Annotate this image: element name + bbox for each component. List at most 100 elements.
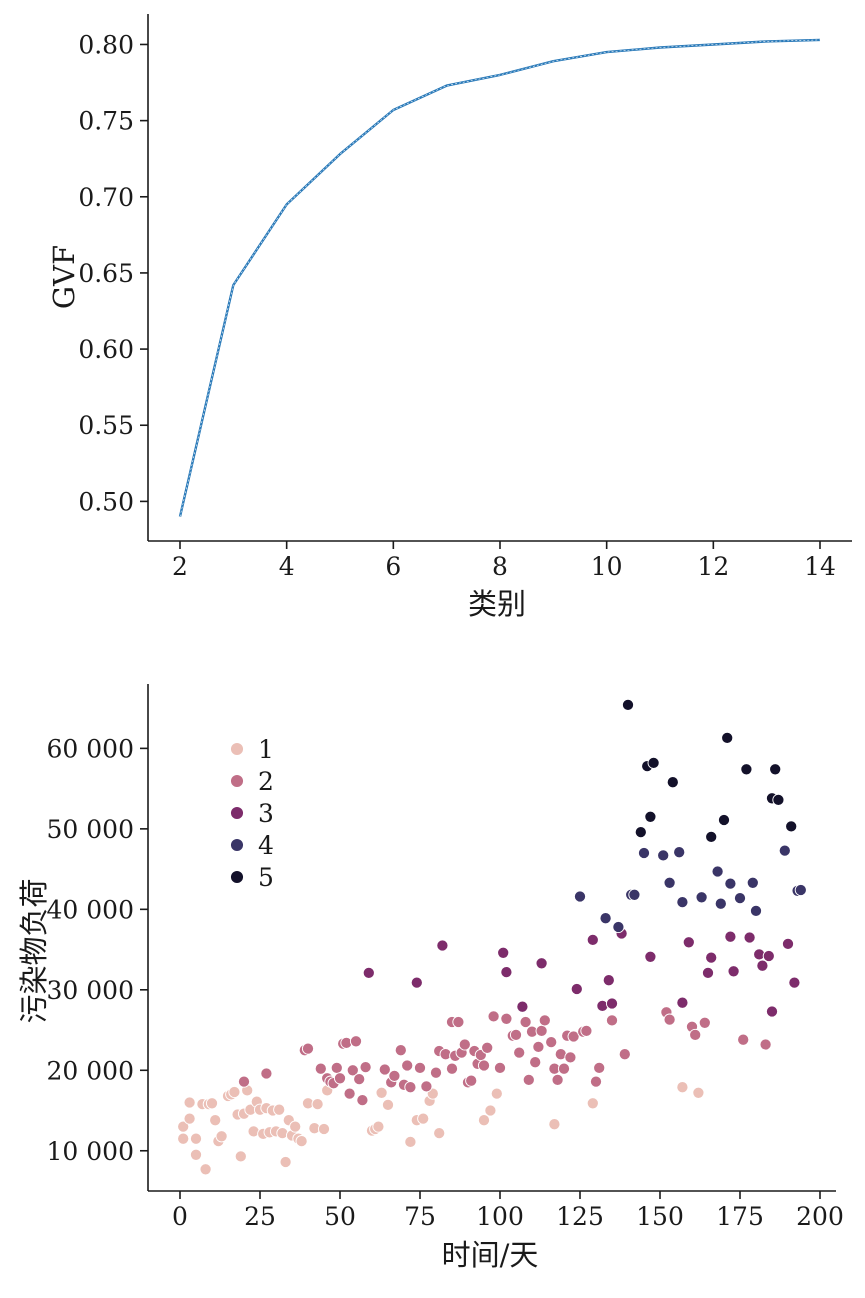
- legend-marker-2: [230, 774, 244, 788]
- scatter-point-class-2: [260, 1067, 273, 1080]
- scatter-point-class-2: [429, 1066, 443, 1079]
- scatter-point-class-1: [381, 1098, 395, 1111]
- chart1-x-ticks: 2 4 6 8 10 12 14: [172, 541, 836, 581]
- scatter-point-class-1: [692, 1086, 705, 1099]
- chart2-x-axis-label: 时间/天: [442, 1238, 539, 1272]
- scatter-point-class-3: [705, 951, 718, 964]
- chart1-y-tick-label: 0.60: [78, 335, 134, 364]
- chart2-y-tick-label: 50 000: [47, 815, 134, 844]
- scatter-point-class-2: [445, 1062, 459, 1075]
- chart1-y-tick-label: 0.55: [78, 411, 134, 440]
- scatter-point-class-4: [746, 876, 759, 889]
- scatter-point-class-4: [724, 877, 737, 890]
- scatter-point-class-2: [333, 1072, 347, 1085]
- scatter-point-class-2: [353, 1073, 366, 1086]
- scatter-point-class-2: [349, 1035, 363, 1048]
- scatter-point-class-4: [599, 912, 612, 925]
- scatter-point-class-3: [362, 966, 375, 979]
- scatter-point-class-4: [733, 892, 747, 905]
- scatter-point-class-2: [513, 1046, 526, 1059]
- chart1-x-tick-label: 2: [172, 552, 188, 581]
- scatter-point-class-3: [570, 982, 583, 996]
- scatter-point-class-3: [644, 950, 657, 963]
- scatter-point-class-3: [756, 959, 769, 972]
- chart1-x-tick-label: 6: [385, 552, 401, 581]
- scatter-point-class-3: [765, 1005, 779, 1018]
- scatter-point-class-3: [586, 933, 599, 946]
- scatter-point-class-5: [644, 810, 657, 823]
- chart1-y-axis-label: GVF: [47, 245, 81, 309]
- scatter-point-class-2: [618, 1048, 631, 1061]
- scatter-point-class-3: [676, 996, 689, 1009]
- scatter-point-class-1: [209, 1114, 222, 1127]
- scatter-point-class-4: [573, 890, 587, 903]
- scatter-point-class-3: [743, 931, 756, 944]
- scatter-point-class-2: [538, 1014, 551, 1027]
- scatter-point-class-1: [183, 1112, 196, 1125]
- scatter-point-class-2: [314, 1062, 327, 1075]
- legend-label-1: 1: [258, 735, 274, 764]
- scatter-point-class-3: [516, 1000, 529, 1013]
- scatter-point-class-1: [295, 1135, 308, 1148]
- chart2-x-ticks: 0 25 50 75 100 125 150 175 200: [172, 1191, 844, 1231]
- scatter-point-class-1: [215, 1130, 228, 1143]
- chart1-y-tick-label: 0.70: [78, 183, 134, 212]
- legend-label-4: 4: [258, 831, 274, 860]
- scatter-point-class-3: [781, 937, 795, 950]
- scatter-point-class-2: [477, 1059, 491, 1072]
- scatter-point-class-2: [330, 1061, 343, 1074]
- scatter-point-class-4: [676, 896, 689, 909]
- chart1-x-tick-label: 8: [492, 552, 508, 581]
- scatter-point-class-2: [404, 1081, 417, 1094]
- chart1-y-tick-label: 0.65: [78, 259, 134, 288]
- scatter-point-class-5: [772, 793, 785, 806]
- scatter-point-class-3: [497, 946, 510, 959]
- scatter-point-class-1: [372, 1120, 385, 1133]
- scatter-point-class-1: [177, 1132, 190, 1145]
- legend-marker-4: [230, 838, 244, 852]
- scatter-point-class-2: [564, 1051, 577, 1064]
- scatter-point-class-4: [714, 897, 727, 910]
- chart2-y-ticks: 10 000 20 000 30 000 40 000 50 000 60 000: [47, 734, 148, 1166]
- legend-label-5: 5: [258, 863, 274, 892]
- scatter-point-class-4: [695, 891, 708, 904]
- scatter-point-class-1: [417, 1112, 430, 1125]
- scatter-point-class-2: [359, 1061, 372, 1074]
- legend-marker-1: [230, 742, 244, 756]
- chart2-x-tick-label: 0: [172, 1202, 188, 1231]
- scatter-point-class-1: [548, 1118, 561, 1131]
- scatter-point-class-3: [602, 974, 615, 987]
- scatter-point-class-1: [279, 1155, 292, 1169]
- scatter-point-class-3: [682, 936, 695, 949]
- scatter-point-class-5: [769, 763, 782, 776]
- scatter-point-class-4: [628, 888, 641, 901]
- chart1-x-tick-label: 4: [279, 552, 295, 581]
- scatter-point-class-2: [413, 1061, 427, 1074]
- chart2-x-tick-label: 100: [476, 1202, 524, 1231]
- legend-label-2: 2: [258, 767, 274, 796]
- chart2-y-axis-label: 污染物负荷: [17, 878, 51, 1023]
- scatter-point-class-2: [394, 1044, 407, 1057]
- scatter-point-class-2: [420, 1080, 433, 1093]
- chart2-x-tick-label: 200: [796, 1202, 844, 1231]
- chart1-x-tick-label: 12: [697, 552, 729, 581]
- scatter-point-class-1: [289, 1120, 302, 1133]
- scatter-point-class-2: [493, 1061, 507, 1074]
- scatter-point-class-5: [634, 826, 647, 839]
- chart2-y-tick-label: 20 000: [47, 1056, 134, 1085]
- scatter-point-class-2: [545, 1036, 558, 1049]
- chart1-y-tick-label: 0.50: [78, 487, 134, 516]
- scatter-point-class-2: [346, 1064, 359, 1077]
- scatter-point-class-1: [273, 1103, 286, 1116]
- scatter-point-class-1: [228, 1085, 241, 1099]
- scatter-point-class-2: [401, 1059, 414, 1072]
- scatter-point-class-2: [458, 1038, 471, 1051]
- chart2-x-tick-label: 125: [556, 1202, 604, 1231]
- scatter-point-class-2: [487, 1010, 500, 1023]
- scatter-point-class-1: [189, 1132, 203, 1145]
- scatter-point-class-5: [647, 756, 660, 769]
- scatter-point-class-5: [705, 830, 718, 843]
- scatter-point-class-4: [749, 904, 763, 917]
- chart2-x-tick-label: 175: [716, 1202, 764, 1231]
- scatter-point-class-1: [375, 1086, 388, 1099]
